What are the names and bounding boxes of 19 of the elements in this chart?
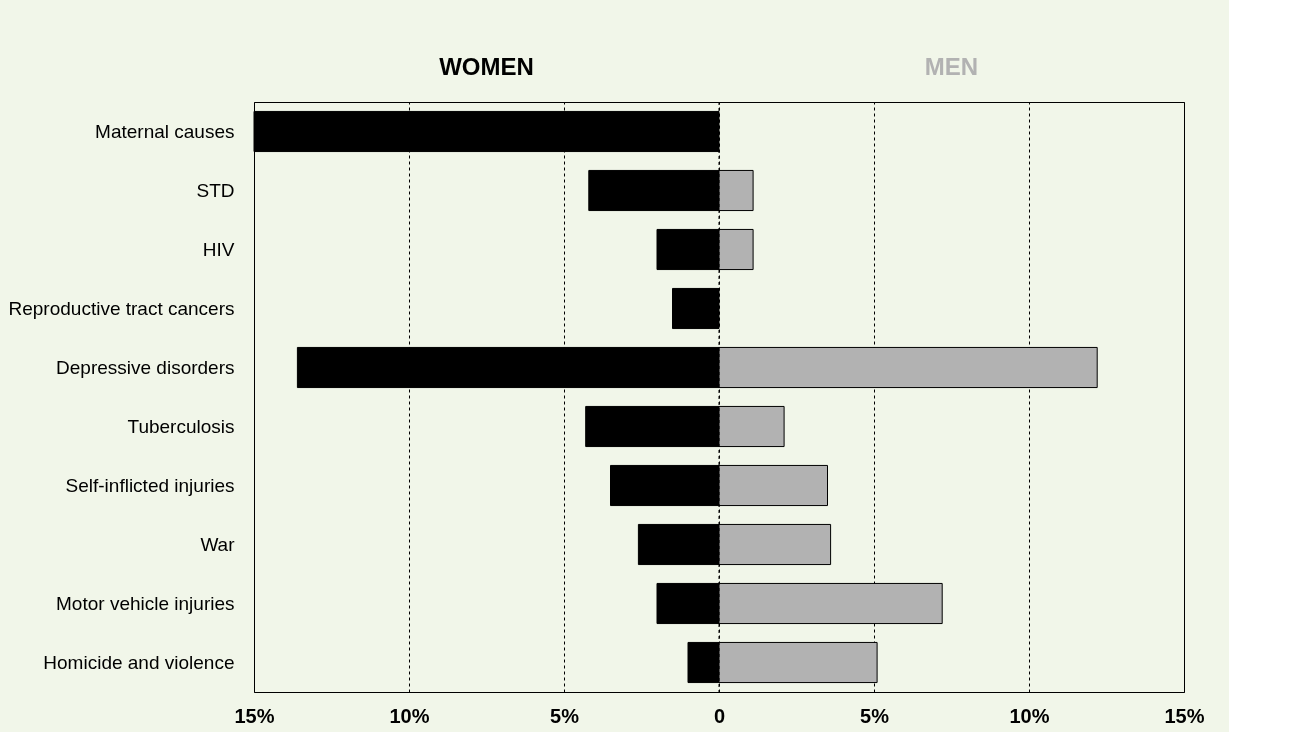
x-tick-label: 10% bbox=[1009, 704, 1050, 727]
x-tick-label: 15% bbox=[234, 704, 275, 727]
x-tick-label: 10% bbox=[389, 704, 430, 727]
y-tick-label: STD bbox=[196, 179, 235, 201]
y-tick-label: HIV bbox=[202, 238, 235, 260]
x-tick-label: 5% bbox=[860, 704, 890, 727]
text: MEN bbox=[924, 53, 979, 80]
y-tick-label: Maternal causes bbox=[95, 120, 235, 142]
y-tick-label: War bbox=[200, 533, 236, 555]
x-tick-label: 5% bbox=[550, 704, 580, 727]
y-tick-label: Reproductive tract cancers bbox=[8, 297, 235, 319]
y-tick-label: Self-inflicted injuries bbox=[65, 474, 235, 496]
x-tick-label: 0 bbox=[713, 704, 726, 727]
series-label: WOMEN bbox=[439, 53, 534, 80]
y-tick-label: Homicide and violence bbox=[43, 651, 235, 673]
y-tick-label: Tuberculosis bbox=[127, 415, 235, 437]
y-tick-label: Depressive disorders bbox=[56, 356, 235, 378]
x-tick-label: 15% bbox=[1164, 704, 1205, 727]
y-tick-label: Motor vehicle injuries bbox=[56, 592, 235, 614]
